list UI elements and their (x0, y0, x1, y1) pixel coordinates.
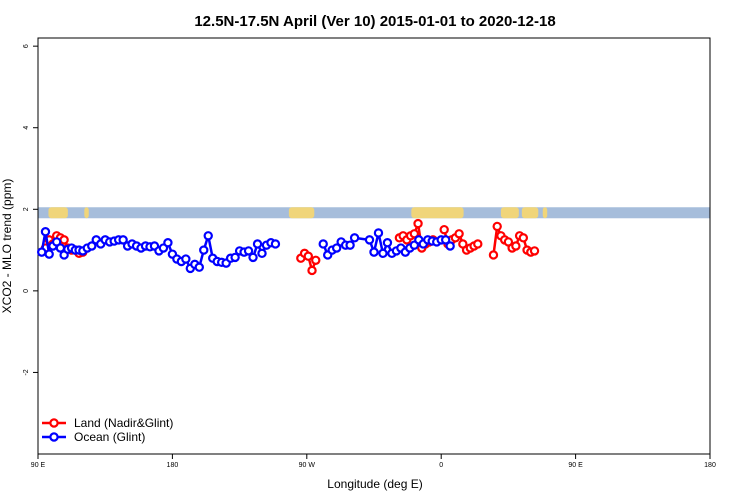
ocean-point (373, 228, 384, 238)
ocean-point (37, 247, 47, 257)
ocean-point (445, 241, 455, 251)
y-tick-label: 0 (23, 289, 30, 293)
ocean-point (257, 248, 267, 259)
ocean-point (40, 227, 51, 237)
ocean-point (318, 239, 328, 249)
ocean-point (87, 241, 97, 251)
x-tick-label: 90 E (568, 462, 583, 469)
ocean-point (194, 262, 204, 272)
land-point (511, 241, 521, 251)
land-patch (48, 207, 68, 219)
land-point (518, 233, 529, 243)
y-tick-label: 4 (23, 126, 30, 130)
land-point (454, 229, 464, 239)
land-point (492, 221, 502, 232)
ocean-point (230, 252, 240, 263)
x-tick-label: 90 W (299, 462, 316, 469)
x-tick-label: 90 E (31, 462, 46, 469)
ocean-point (349, 233, 360, 243)
legend-land-label: Land (Nadir&Glint) (74, 416, 173, 430)
plot-frame (37, 37, 711, 455)
legend-land-marker (49, 418, 59, 428)
ocean-point (181, 254, 191, 264)
y-tick-label: -2 (23, 369, 30, 375)
ocean-point (199, 245, 209, 255)
ocean-point (331, 243, 342, 253)
land-point (529, 246, 540, 256)
land-point (59, 235, 69, 245)
ocean-point (364, 235, 375, 245)
land-point (409, 229, 420, 239)
chart-title: 12.5N-17.5N April (Ver 10) 2015-01-01 to… (194, 13, 555, 30)
ocean-point (243, 246, 254, 256)
ocean-point (369, 247, 379, 257)
land-patch (411, 207, 464, 219)
plot-area: 90 E 180 90 W 0 90 E 180 -2 0 2 4 6 Land (Nadir&Gli… (23, 37, 716, 469)
ocean-point (440, 235, 451, 245)
y-axis-label: XCO2 - MLO trend (ppm) (0, 179, 14, 314)
land-point (311, 255, 321, 265)
ocean-point (118, 235, 128, 245)
legend-ocean-label: Ocean (Glint) (74, 430, 145, 444)
x-tick-label: 180 (167, 462, 179, 469)
land-point (473, 239, 483, 249)
x-axis-label: Longitude (deg E) (327, 477, 422, 491)
land-patch (521, 207, 539, 219)
ocean-point (248, 252, 258, 263)
x-tick-label: 0 (439, 462, 443, 469)
land-patch (288, 207, 315, 219)
land-point (488, 250, 499, 260)
ocean-point (252, 239, 263, 249)
ocean-point (378, 248, 388, 259)
y-tick-label: 2 (23, 207, 30, 211)
ocean-point (163, 238, 173, 248)
land-point (439, 224, 449, 235)
ocean-point (270, 239, 281, 249)
y-tick-label: 6 (23, 44, 30, 48)
ocean-band (38, 207, 710, 219)
ocean-point (203, 231, 213, 241)
land-point (303, 251, 313, 261)
legend-ocean-marker (49, 432, 59, 442)
ocean-point (345, 240, 355, 250)
x-tick-label: 180 (704, 462, 716, 469)
ocean-point (382, 238, 393, 248)
land-point (413, 218, 423, 229)
land-patch (542, 207, 548, 219)
land-patch (84, 207, 89, 219)
land-patch (500, 207, 519, 219)
land-point (307, 265, 317, 276)
ocean-point (44, 249, 54, 259)
